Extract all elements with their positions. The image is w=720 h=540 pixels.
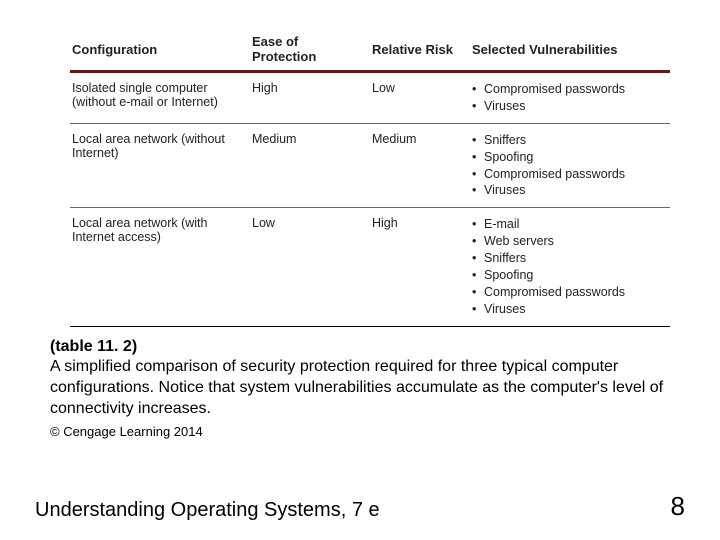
vulnerability-item: Viruses [472,98,664,115]
caption-text: A simplified comparison of security prot… [50,358,663,417]
vulnerability-table: Configuration Ease of Protection Relativ… [70,30,670,327]
cell-configuration: Local area network (without Internet) [70,123,250,208]
cell-risk: Low [370,72,470,124]
vulnerability-item: Compromised passwords [472,284,664,301]
table-caption: (table 11. 2) A simplified comparison of… [50,337,670,420]
vulnerability-item: E-mail [472,216,664,233]
th-risk: Relative Risk [370,30,470,70]
cell-configuration: Local area network (with Internet access… [70,208,250,326]
table-row: Isolated single computer (without e-mail… [70,72,670,124]
caption-label: (table 11. 2) [50,338,137,355]
cell-ease: Low [250,208,370,326]
vulnerability-item: Sniffers [472,132,664,149]
table-row: Local area network (without Internet)Med… [70,123,670,208]
page-number: 8 [671,491,685,522]
cell-vulnerabilities: E-mailWeb serversSniffersSpoofingComprom… [470,208,670,326]
vulnerability-item: Compromised passwords [472,166,664,183]
vulnerability-item: Compromised passwords [472,81,664,98]
cell-configuration: Isolated single computer (without e-mail… [70,72,250,124]
cell-ease: Medium [250,123,370,208]
cell-risk: High [370,208,470,326]
vulnerability-item: Web servers [472,233,664,250]
book-title: Understanding Operating Systems, 7 e [35,499,380,522]
cell-ease: High [250,72,370,124]
th-configuration: Configuration [70,30,250,70]
vulnerability-item: Spoofing [472,267,664,284]
th-ease: Ease of Protection [250,30,370,70]
copyright: © Cengage Learning 2014 [50,424,670,439]
vulnerability-item: Spoofing [472,149,664,166]
cell-vulnerabilities: Compromised passwordsViruses [470,72,670,124]
table-row: Local area network (with Internet access… [70,208,670,326]
table: Configuration Ease of Protection Relativ… [70,30,670,327]
slide-footer: Understanding Operating Systems, 7 e 8 [35,491,685,522]
cell-vulnerabilities: SniffersSpoofingCompromised passwordsVir… [470,123,670,208]
th-vulnerabilities: Selected Vulnerabilities [470,30,670,70]
cell-risk: Medium [370,123,470,208]
vulnerability-item: Viruses [472,301,664,318]
vulnerability-item: Sniffers [472,250,664,267]
vulnerability-item: Viruses [472,182,664,199]
